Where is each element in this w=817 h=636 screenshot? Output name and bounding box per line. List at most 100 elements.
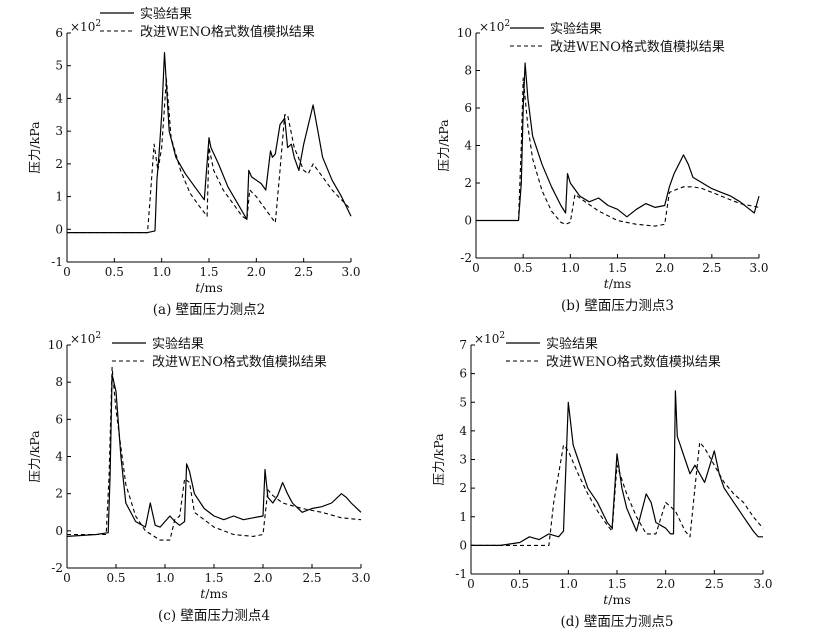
x-axis-label-var: t: [200, 586, 206, 601]
y-tick-label: 1: [55, 190, 63, 204]
legend-label-simulation: 改进WENO格式数值模拟结果: [152, 354, 327, 370]
chart-caption: (c) 壁面压力测点4: [158, 608, 270, 624]
y-tick-label: 3: [459, 453, 467, 467]
x-tick-label: 0: [63, 265, 71, 279]
y-tick-label: 2: [459, 481, 467, 495]
y-tick-label: 0: [459, 538, 467, 552]
y-multiplier-label: ×102: [479, 19, 510, 34]
x-tick-label: 1.0: [561, 261, 580, 275]
y-tick-label: -1: [455, 567, 467, 581]
y-axis-label: 压力/kPa: [436, 119, 451, 172]
x-tick-label: 1.5: [608, 261, 627, 275]
y-axis-label: 压力/kPa: [27, 121, 42, 174]
x-axis-label-unit: /ms: [609, 276, 631, 291]
y-tick-label: 1: [459, 510, 467, 524]
x-axis-label-var: t: [603, 592, 609, 607]
x-tick-label: 3.0: [749, 261, 768, 275]
y-multiplier-label: ×102: [70, 331, 101, 346]
x-axis-label-unit: /ms: [205, 586, 227, 601]
y-multiplier-exponent: 2: [499, 331, 505, 341]
y-tick-label: 4: [464, 139, 472, 153]
y-multiplier-label: ×102: [474, 331, 505, 346]
x-tick-label: 0.5: [510, 577, 529, 591]
y-tick-label: 5: [459, 395, 467, 409]
x-axis-label: t/ms: [604, 276, 632, 291]
legend-label-experiment: 实验结果: [550, 21, 602, 37]
x-tick-label: 3.0: [351, 571, 370, 585]
y-tick-label: 4: [55, 450, 63, 464]
series-line-experiment: [471, 390, 763, 547]
x-tick-label: 2.5: [705, 577, 724, 591]
y-multiplier-exponent: 2: [504, 19, 510, 29]
x-tick-label: 3.0: [341, 265, 360, 279]
y-tick-label: 5: [55, 59, 63, 73]
x-tick-label: 2.5: [294, 265, 313, 279]
x-tick-label: 1.0: [155, 571, 174, 585]
x-tick-label: 2.5: [702, 261, 721, 275]
legend-label-experiment: 实验结果: [140, 6, 192, 22]
y-tick-label: -1: [51, 255, 63, 269]
y-tick-label: 6: [55, 26, 63, 40]
legend-label-simulation: 改进WENO格式数值模拟结果: [550, 39, 725, 55]
x-tick-label: 2.0: [656, 577, 675, 591]
x-tick-label: 1.0: [152, 265, 171, 279]
x-tick-label: 1.5: [199, 265, 218, 279]
y-tick-label: 10: [457, 26, 472, 40]
y-tick-label: 6: [464, 101, 472, 115]
y-multiplier-label: ×102: [70, 19, 101, 34]
series-line-simulation: [67, 78, 352, 234]
series-line-simulation: [67, 366, 362, 541]
chart-caption: (d) 壁面压力测点5: [560, 614, 673, 630]
x-tick-label: 2.0: [247, 265, 266, 279]
y-tick-label: 8: [464, 64, 472, 78]
y-tick-label: 0: [55, 222, 63, 236]
y-tick-label: 6: [459, 367, 467, 381]
y-tick-label: 4: [55, 91, 63, 105]
x-tick-label: 0.5: [514, 261, 533, 275]
x-tick-label: 2.0: [655, 261, 674, 275]
series-line-experiment: [476, 62, 760, 222]
x-tick-label: 0: [472, 261, 480, 275]
x-axis-label: t/ms: [200, 586, 228, 601]
series-line-simulation: [476, 77, 760, 227]
x-axis-label: t/ms: [195, 280, 223, 295]
y-tick-label: 2: [464, 176, 472, 190]
x-tick-label: 3.0: [753, 577, 772, 591]
y-tick-label: 2: [55, 487, 63, 501]
series-line-simulation: [471, 441, 764, 546]
y-tick-label: -2: [460, 251, 472, 265]
series-line-experiment: [66, 374, 362, 537]
legend-label-experiment: 实验结果: [152, 336, 204, 352]
x-axis-label-unit: /ms: [200, 280, 222, 295]
y-tick-label: 8: [55, 375, 63, 389]
x-tick-label: 0.5: [106, 571, 125, 585]
y-tick-label: 7: [459, 338, 467, 352]
x-tick-label: 1.5: [607, 577, 626, 591]
x-tick-label: 0: [467, 577, 475, 591]
chart-caption: (a) 壁面压力测点2: [153, 302, 265, 318]
x-tick-label: 1.5: [204, 571, 223, 585]
x-tick-label: 0: [63, 571, 71, 585]
x-axis-label: t/ms: [603, 592, 631, 607]
y-tick-label: 6: [55, 412, 63, 426]
chart-caption: (b) 壁面压力测点3: [561, 298, 674, 314]
x-tick-label: 2.5: [302, 571, 321, 585]
y-tick-label: 0: [464, 214, 472, 228]
y-axis-label: 压力/kPa: [27, 430, 42, 483]
x-tick-label: 0.5: [105, 265, 124, 279]
y-tick-label: 10: [48, 338, 63, 352]
y-tick-label: 0: [55, 524, 63, 538]
y-tick-label: -2: [51, 561, 63, 575]
y-tick-label: 4: [459, 424, 467, 438]
x-axis-label-var: t: [195, 280, 201, 295]
y-tick-label: 3: [55, 124, 63, 138]
x-axis-label-unit: /ms: [608, 592, 630, 607]
y-tick-label: 2: [55, 157, 63, 171]
y-multiplier-exponent: 2: [95, 19, 101, 29]
legend-label-simulation: 改进WENO格式数值模拟结果: [140, 24, 315, 40]
x-axis-label-var: t: [604, 276, 610, 291]
